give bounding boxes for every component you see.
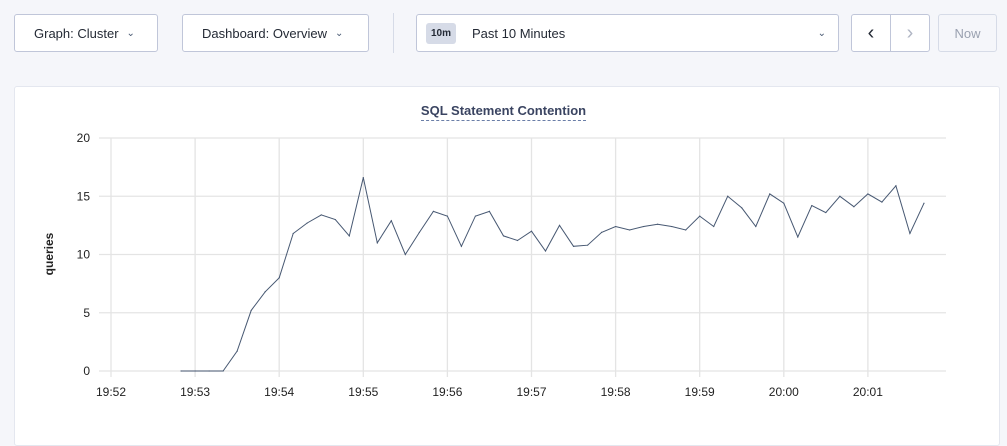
- time-nav-group: ‹ ›: [851, 14, 930, 52]
- data-point: [306, 222, 308, 224]
- y-tick-label: 15: [77, 189, 91, 203]
- data-point: [222, 370, 224, 372]
- x-tick-label: 20:00: [769, 385, 799, 399]
- x-tick-label: 19:59: [685, 385, 715, 399]
- data-point: [460, 245, 463, 247]
- data-point: [530, 230, 533, 232]
- data-point: [292, 232, 294, 235]
- graph-select[interactable]: Graph: Cluster ⌄: [14, 14, 158, 52]
- x-tick-label: 19:56: [432, 385, 462, 399]
- data-point: [615, 225, 617, 228]
- data-point: [180, 370, 182, 372]
- data-point: [418, 231, 420, 233]
- data-point: [558, 224, 561, 226]
- data-point: [685, 229, 687, 231]
- x-tick-label: 20:01: [853, 385, 883, 399]
- x-tick-label: 19:55: [348, 385, 378, 399]
- data-point: [755, 225, 757, 228]
- x-tick-label: 19:58: [601, 385, 631, 399]
- data-point: [811, 204, 813, 207]
- y-tick-label: 0: [83, 364, 90, 378]
- now-label: Now: [954, 25, 981, 41]
- data-point: [853, 206, 855, 208]
- data-point: [727, 195, 729, 197]
- now-button[interactable]: Now: [938, 14, 997, 52]
- dashboard-select-label: Dashboard: Overview: [202, 25, 327, 41]
- data-point: [923, 202, 925, 204]
- y-tick-label: 20: [77, 131, 91, 145]
- chevron-down-icon: ⌄: [126, 27, 135, 39]
- data-point: [867, 193, 869, 195]
- data-point: [586, 244, 589, 246]
- data-point: [362, 177, 364, 179]
- chart-title[interactable]: SQL Statement Contention: [420, 103, 587, 121]
- time-range-badge: 10m: [426, 22, 457, 44]
- data-point: [797, 236, 799, 238]
- x-tick-label: 19:57: [516, 385, 546, 399]
- data-point: [474, 215, 477, 217]
- data-point: [278, 277, 280, 279]
- data-point: [264, 291, 266, 293]
- data-point: [783, 202, 785, 204]
- chart-title-wrap: SQL Statement Contention: [0, 103, 1007, 121]
- graph-select-label: Graph: Cluster: [34, 25, 119, 41]
- chevron-right-icon[interactable]: ›: [906, 21, 914, 44]
- data-point: [671, 225, 673, 228]
- data-point: [839, 195, 841, 197]
- y-tick-label: 5: [83, 306, 90, 320]
- time-range-label: Past 10 Minutes: [472, 25, 566, 41]
- data-point: [600, 231, 603, 233]
- data-point: [432, 210, 434, 212]
- data-point: [320, 214, 322, 216]
- data-point: [516, 239, 519, 242]
- data-point: [446, 215, 448, 217]
- data-point: [741, 207, 743, 209]
- data-point: [390, 220, 392, 222]
- y-tick-label: 10: [77, 248, 91, 262]
- data-point: [881, 201, 883, 203]
- line-chart: 0 5 10 15 20 19:52 19:53 19:54 19:55 19:56 19:57 19…: [42, 131, 946, 399]
- chevron-down-icon: ⌄: [335, 27, 344, 39]
- x-tick-label: 19:54: [264, 385, 294, 399]
- data-point: [713, 225, 715, 228]
- data-point: [629, 229, 631, 231]
- data-point: [643, 225, 645, 228]
- data-point: [657, 223, 659, 225]
- y-axis-label: queries: [42, 232, 56, 275]
- data-point: [376, 242, 378, 244]
- divider: [393, 13, 394, 53]
- data-point: [769, 193, 771, 195]
- data-point: [488, 210, 491, 212]
- data-point: [502, 235, 505, 237]
- data-point: [334, 218, 336, 221]
- data-point: [236, 350, 238, 352]
- chevron-down-icon: ⌄: [817, 27, 826, 39]
- data-point: [348, 235, 350, 237]
- x-tick-label: 19:53: [180, 385, 210, 399]
- series-line: [181, 177, 925, 372]
- data-point: [572, 245, 575, 247]
- data-point: [895, 185, 897, 187]
- data-point: [194, 370, 196, 372]
- data-point: [208, 370, 210, 372]
- x-tick-label: 19:52: [96, 385, 126, 399]
- data-point: [404, 253, 406, 256]
- data-point: [909, 232, 911, 235]
- time-range-select[interactable]: 10m Past 10 Minutes ⌄: [416, 14, 839, 52]
- chart-card: [14, 86, 1000, 446]
- data-point: [825, 211, 827, 214]
- data-point: [699, 215, 701, 217]
- dashboard-select[interactable]: Dashboard: Overview ⌄: [182, 14, 369, 52]
- data-point: [544, 250, 547, 252]
- data-point: [250, 309, 252, 312]
- chevron-left-icon[interactable]: ‹: [852, 15, 891, 51]
